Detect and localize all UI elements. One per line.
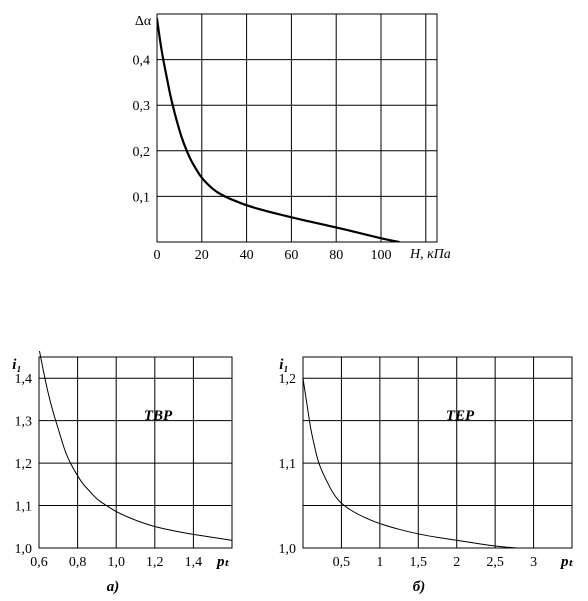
y-tick-label: 1,1	[279, 457, 297, 472]
y-tick-label: 1,1	[15, 500, 33, 515]
x-tick-label: 40	[240, 248, 254, 263]
x-tick-label: 0,5	[333, 555, 351, 570]
plot-frame	[38, 356, 233, 549]
x-tick-label: 1,0	[107, 555, 125, 570]
x-tick-label: 1,4	[185, 555, 203, 570]
x-tick-label: 2,5	[486, 555, 504, 570]
chart-b: 0,5 1 1,5 2 2,5 3 1,0 1,1 1,2i₁ pₜ TEP б)	[279, 356, 574, 595]
series-line	[303, 377, 519, 548]
x-tick-label: 3	[530, 555, 537, 570]
chart-annotation: TBP	[144, 408, 173, 424]
x-axis-label: H, кПа	[409, 247, 451, 262]
y-tick-label: 0,4	[133, 54, 151, 69]
x-tick-label: 1	[376, 555, 383, 570]
x-tick-label: 1,2	[146, 555, 164, 570]
y-tick-label: 0,3	[133, 99, 151, 114]
chart-caption: б)	[413, 579, 425, 595]
x-tick-label: 100	[371, 248, 392, 263]
x-tick-label: 0,8	[69, 555, 87, 570]
y-tick-label: 1,2	[15, 457, 33, 472]
x-tick-label: 2	[453, 555, 460, 570]
y-axis-label: Δα	[135, 14, 152, 29]
x-tick-label: 0	[154, 248, 161, 263]
x-tick-label: 60	[284, 248, 298, 263]
chart-caption: а)	[107, 579, 120, 595]
y-tick-label: 1,2	[279, 372, 297, 387]
y-tick-label: 0,2	[133, 145, 151, 160]
plot-frame	[156, 13, 438, 243]
x-tick-label: 1,5	[410, 555, 428, 570]
y-axis-label: i₁	[12, 357, 21, 373]
x-tick-label: 20	[195, 248, 209, 263]
x-tick-label: 0,6	[30, 555, 48, 570]
chart-annotation: TEP	[446, 408, 475, 424]
y-tick-label: 1,0	[279, 542, 297, 557]
y-tick-label: 0,1	[133, 190, 151, 205]
y-tick-label: 1,4	[15, 372, 33, 387]
plot-frame	[302, 356, 573, 549]
chart-top: 0 20 40 60 80 100 0,1 0,2 0,3 0,4 Δα H, кПа	[133, 13, 451, 263]
y-axis-label: i₁	[279, 357, 288, 373]
y-tick-label: 1,0	[15, 542, 33, 557]
x-axis-label: pₜ	[559, 554, 574, 570]
series-line	[39, 351, 232, 541]
x-axis-label: pₜ	[215, 554, 230, 570]
series-line	[157, 17, 401, 242]
x-tick-label: 80	[329, 248, 343, 263]
y-tick-label: 1,3	[15, 415, 33, 430]
